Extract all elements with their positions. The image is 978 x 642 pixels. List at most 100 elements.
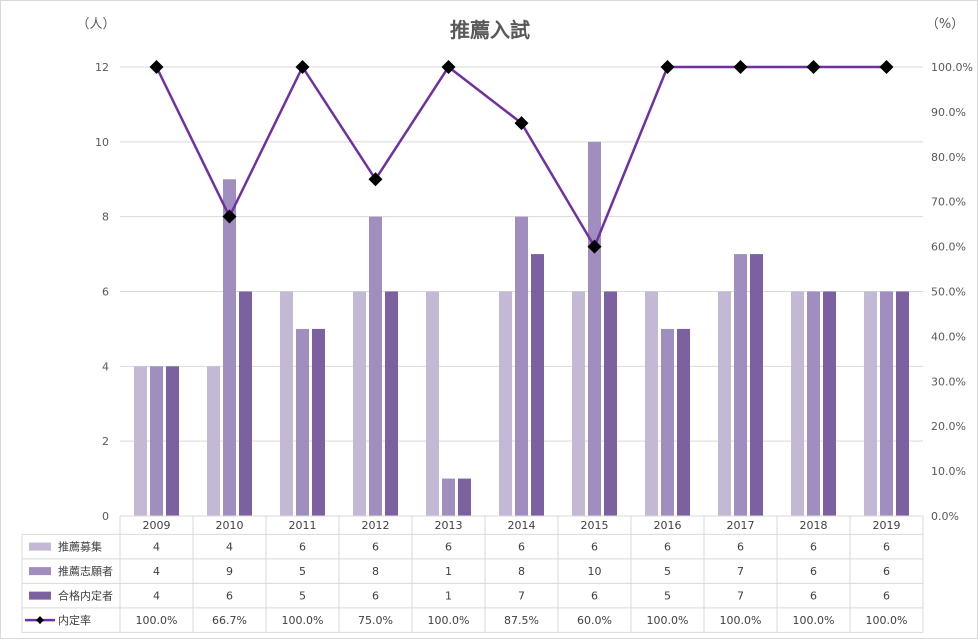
right-axis-unit: （%） — [926, 17, 964, 32]
bar — [572, 291, 585, 516]
year-label: 2019 — [873, 519, 901, 532]
right-tick-label: 10.0% — [931, 465, 966, 478]
rate-point — [295, 60, 310, 74]
left-tick-label: 10 — [95, 136, 109, 149]
right-tick-label: 90.0% — [931, 106, 966, 119]
legend-label: 内定率 — [58, 613, 91, 627]
bar — [880, 291, 893, 516]
table-cell: 100.0% — [428, 614, 470, 627]
table-cell: 5 — [664, 590, 671, 603]
table-cell: 100.0% — [282, 614, 324, 627]
table-cell: 66.7% — [212, 614, 247, 627]
bar — [499, 291, 512, 516]
year-label: 2014 — [508, 519, 536, 532]
table-cell: 100.0% — [866, 614, 908, 627]
table-cell: 4 — [153, 565, 160, 578]
left-tick-label: 0 — [102, 510, 109, 523]
year-label: 2010 — [216, 519, 244, 532]
bar — [426, 291, 439, 516]
bar — [134, 366, 147, 516]
table-cell: 7 — [518, 590, 525, 603]
table-cell: 100.0% — [793, 614, 835, 627]
table-cell: 100.0% — [136, 614, 178, 627]
table-cell: 6 — [518, 541, 525, 554]
left-tick-label: 6 — [102, 286, 109, 299]
left-tick-label: 8 — [102, 211, 109, 224]
table-cell: 6 — [372, 590, 379, 603]
table-cell: 8 — [372, 565, 379, 578]
year-label: 2015 — [581, 519, 609, 532]
table-cell: 6 — [226, 590, 233, 603]
bar — [239, 291, 252, 516]
rate-point — [514, 116, 529, 131]
table-cell: 6 — [810, 590, 817, 603]
year-label: 2011 — [289, 519, 317, 532]
table-cell: 6 — [372, 541, 379, 554]
table-cell: 6 — [299, 541, 306, 554]
bar — [604, 291, 617, 516]
right-axis: 0.0% 10.0% 20.0% 30.0% 40.0% 50.0% 60.0% 70.0% 8… — [931, 61, 973, 523]
bar — [645, 291, 658, 516]
right-tick-label: 20.0% — [931, 420, 966, 433]
table-cell: 7 — [737, 590, 744, 603]
table-cell: 10 — [588, 565, 602, 578]
left-axis-unit: （人） — [76, 17, 115, 32]
bar — [588, 141, 601, 517]
data-table: 2009 2010 2011 2012 2013 2014 2015 2016 2017 2018… — [21, 515, 924, 633]
table-cell: 100.0% — [720, 614, 762, 627]
bar — [734, 254, 747, 517]
table-cell: 5 — [299, 590, 306, 603]
right-tick-label: 50.0% — [931, 286, 966, 299]
right-tick-label: 100.0% — [931, 61, 973, 74]
table-cell: 1 — [445, 565, 452, 578]
rate-point — [368, 172, 383, 187]
table-cell: 75.0% — [358, 614, 393, 627]
legend-key — [29, 591, 51, 600]
right-tick-label: 40.0% — [931, 330, 966, 343]
table-cell: 6 — [591, 541, 598, 554]
rate-point — [222, 209, 237, 224]
bar — [166, 366, 179, 516]
table-cell: 6 — [810, 565, 817, 578]
right-tick-label: 60.0% — [931, 241, 966, 254]
rate-point — [441, 60, 456, 74]
bar-series — [134, 141, 909, 517]
table-cell: 5 — [664, 565, 671, 578]
rate-point — [879, 60, 894, 74]
table-cell: 4 — [153, 541, 160, 554]
right-tick-label: 0.0% — [931, 510, 959, 523]
bar — [823, 291, 836, 516]
bar — [369, 216, 382, 516]
table-cell: 6 — [591, 590, 598, 603]
bar — [385, 291, 398, 516]
rate-point — [587, 239, 602, 254]
bar — [280, 291, 293, 516]
left-tick-label: 4 — [102, 360, 109, 373]
legend-key-marker — [36, 616, 44, 625]
legend-label: 推薦募集 — [58, 540, 102, 554]
left-axis: 0 2 4 6 8 10 12 — [95, 61, 109, 523]
table-cell: 100.0% — [647, 614, 689, 627]
bar — [661, 328, 674, 516]
left-tick-label: 12 — [95, 61, 109, 74]
legend-label: 合格内定者 — [58, 589, 113, 603]
year-label: 2012 — [362, 519, 390, 532]
table-cell: 9 — [226, 565, 233, 578]
bar — [312, 328, 325, 516]
table-cell: 5 — [299, 565, 306, 578]
bar — [353, 291, 366, 516]
table-cell: 1 — [445, 590, 452, 603]
left-tick-label: 2 — [102, 435, 109, 448]
year-label: 2018 — [800, 519, 828, 532]
table-cell: 4 — [226, 541, 233, 554]
rate-point — [806, 60, 821, 74]
right-tick-label: 70.0% — [931, 196, 966, 209]
legend-label: 推薦志願者 — [58, 564, 113, 578]
bar — [750, 254, 763, 517]
year-label: 2009 — [143, 519, 171, 532]
rate-point — [660, 60, 675, 74]
year-label: 2013 — [435, 519, 463, 532]
bar — [896, 291, 909, 516]
table-cell: 4 — [153, 590, 160, 603]
table-cell: 6 — [883, 590, 890, 603]
